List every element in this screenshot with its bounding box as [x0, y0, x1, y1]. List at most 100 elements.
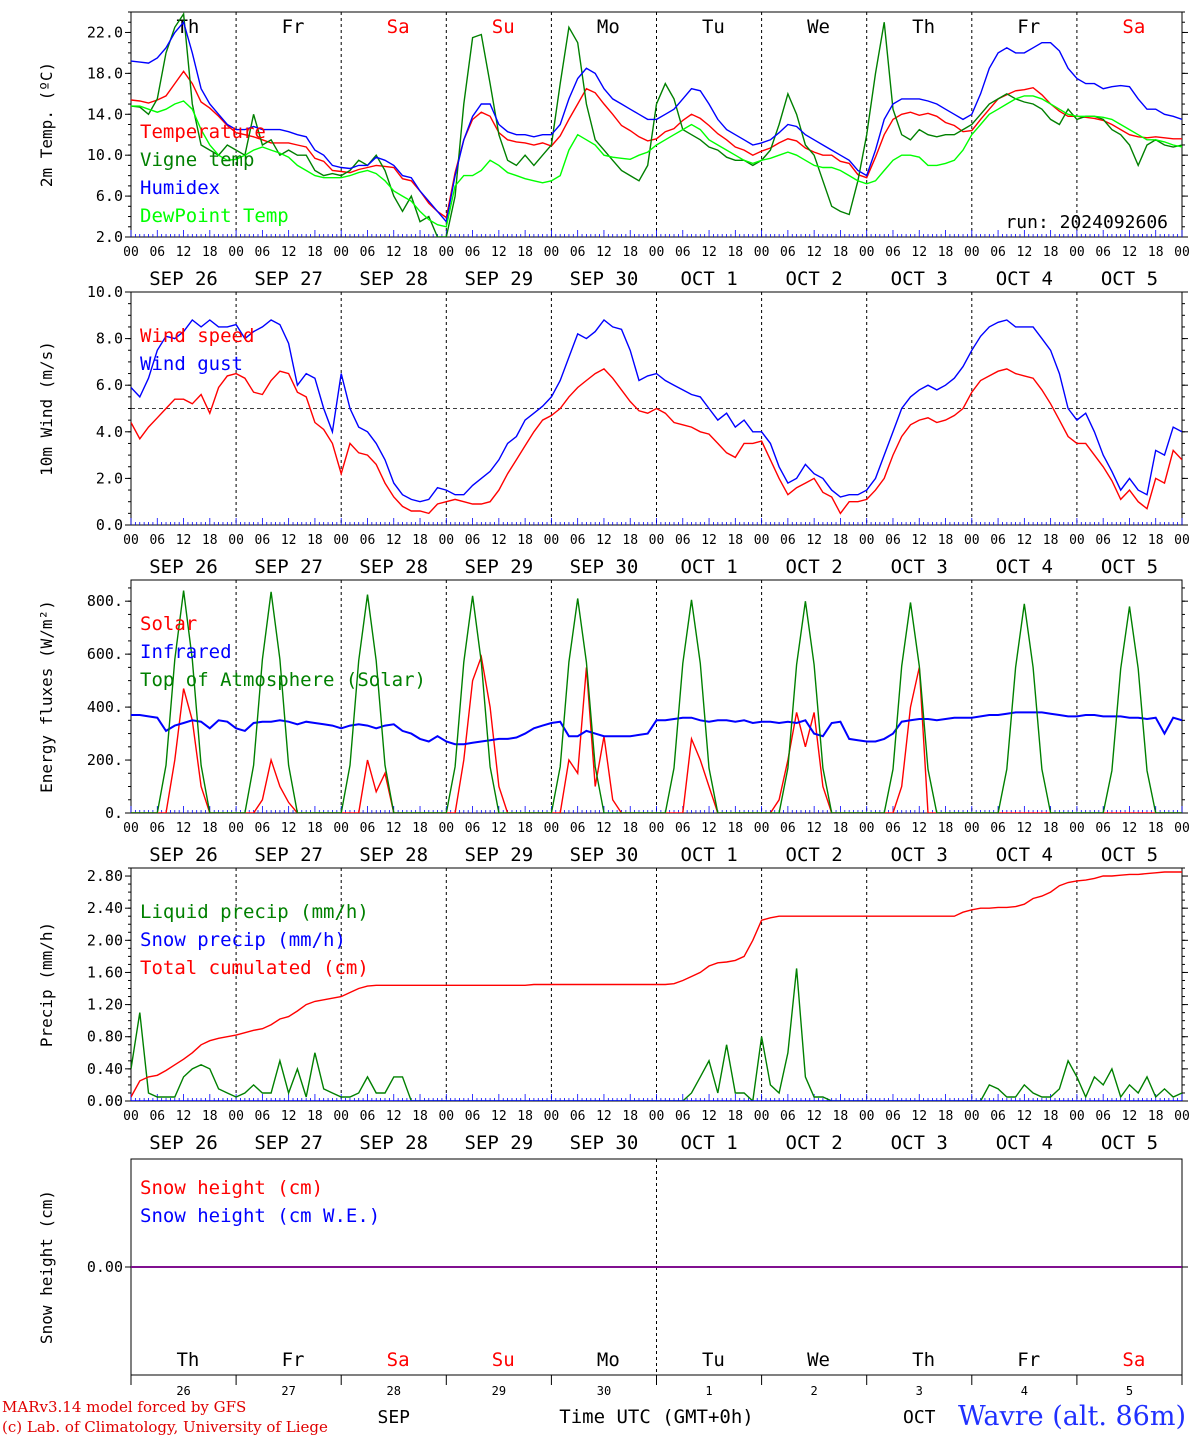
- hour-tick-label: 12: [176, 821, 192, 836]
- hour-tick-label: 12: [386, 821, 402, 836]
- hour-tick-label: 00: [333, 1109, 349, 1124]
- y-axis-label: Precip (mm/h): [37, 922, 56, 1047]
- day-number-label: 26: [176, 1384, 190, 1398]
- hour-tick-label: 12: [911, 1109, 927, 1124]
- day-number-label: 3: [916, 1384, 923, 1398]
- hour-tick-label: 00: [333, 245, 349, 260]
- y-axis-label: Energy fluxes (W/m²): [37, 600, 56, 793]
- y-tick-label: 10.0: [87, 146, 123, 164]
- hour-tick-label: 00: [228, 1109, 244, 1124]
- legend-entry: DewPoint Temp: [140, 205, 289, 227]
- legend-entry: Liquid precip (mm/h): [140, 901, 369, 923]
- weekday-label: Su: [492, 16, 515, 38]
- hour-tick-label: 18: [1043, 821, 1059, 836]
- y-tick-label: 6.0: [96, 376, 123, 394]
- weekday-label: Th: [912, 16, 935, 38]
- hour-tick-label: 00: [754, 245, 770, 260]
- hour-tick-label: 18: [202, 245, 218, 260]
- weekday-label: Sa: [1122, 1349, 1145, 1371]
- hour-tick-label: 00: [438, 821, 454, 836]
- hour-tick-label: 18: [412, 533, 428, 548]
- hour-tick-label: 18: [833, 1109, 849, 1124]
- hour-tick-label: 12: [281, 533, 297, 548]
- weekday-label: We: [807, 1349, 830, 1371]
- date-label: OCT 4: [996, 844, 1053, 866]
- hour-tick-label: 12: [701, 821, 717, 836]
- hour-tick-label: 00: [1174, 245, 1190, 260]
- weekday-label: Tu: [702, 16, 725, 38]
- hour-tick-label: 12: [701, 533, 717, 548]
- hour-tick-label: 06: [465, 1109, 481, 1124]
- series-line: [131, 70, 1182, 219]
- hour-tick-label: 06: [149, 245, 165, 260]
- hour-tick-label: 00: [438, 245, 454, 260]
- date-label: SEP 28: [359, 844, 428, 866]
- hour-tick-label: 00: [1069, 533, 1085, 548]
- y-tick-label: 2.80: [87, 867, 123, 885]
- y-tick-label: 2.0: [96, 228, 123, 246]
- hour-tick-label: 00: [649, 1109, 665, 1124]
- hour-tick-label: 06: [255, 245, 271, 260]
- hour-tick-label: 00: [544, 245, 560, 260]
- hour-tick-label: 00: [438, 533, 454, 548]
- day-number-label: 4: [1021, 1384, 1028, 1398]
- hour-tick-label: 12: [806, 245, 822, 260]
- day-number-label: 2: [811, 1384, 818, 1398]
- hour-tick-label: 06: [570, 245, 586, 260]
- date-label: SEP 30: [570, 556, 639, 578]
- y-tick-label: 2.00: [87, 931, 123, 949]
- y-tick-label: 0.80: [87, 1028, 123, 1046]
- y-tick-label: 0.0: [96, 516, 123, 534]
- hour-tick-label: 06: [255, 533, 271, 548]
- hour-tick-label: 18: [307, 1109, 323, 1124]
- hour-tick-label: 18: [517, 821, 533, 836]
- y-axis-label: 2m Temp. (ºC): [37, 62, 56, 187]
- hour-tick-label: 18: [202, 1109, 218, 1124]
- hour-tick-label: 06: [149, 533, 165, 548]
- legend-entry: Snow height (cm): [140, 1177, 323, 1199]
- hour-tick-label: 18: [727, 1109, 743, 1124]
- day-number-label: 27: [281, 1384, 295, 1398]
- date-label: SEP 26: [149, 268, 218, 290]
- hour-tick-label: 18: [833, 821, 849, 836]
- date-label: SEP 26: [149, 1132, 218, 1154]
- hour-tick-label: 06: [465, 533, 481, 548]
- hour-tick-label: 00: [544, 533, 560, 548]
- hour-tick-label: 12: [596, 533, 612, 548]
- hour-tick-label: 00: [754, 533, 770, 548]
- hour-tick-label: 00: [859, 533, 875, 548]
- station-name: Wavre (alt. 86m): [958, 1401, 1186, 1432]
- date-label: SEP 27: [254, 556, 323, 578]
- date-label: OCT 2: [786, 844, 843, 866]
- weekday-label: Fr: [282, 16, 305, 38]
- y-tick-label: 600.: [87, 645, 123, 663]
- weekday-label: Mo: [597, 16, 620, 38]
- date-label: SEP 30: [570, 1132, 639, 1154]
- hour-tick-label: 06: [780, 1109, 796, 1124]
- date-label: OCT 5: [1101, 268, 1158, 290]
- hour-tick-label: 00: [964, 1109, 980, 1124]
- weekday-label: We: [807, 16, 830, 38]
- weekday-label: Fr: [1017, 1349, 1040, 1371]
- y-tick-label: 0.00: [87, 1258, 123, 1276]
- hour-tick-label: 18: [938, 821, 954, 836]
- date-label: OCT 4: [996, 1132, 1053, 1154]
- hour-tick-label: 12: [1017, 821, 1033, 836]
- hour-tick-label: 12: [281, 245, 297, 260]
- hour-tick-label: 12: [491, 821, 507, 836]
- y-tick-label: 1.60: [87, 963, 123, 981]
- series-line: [131, 968, 1182, 1101]
- hour-tick-label: 06: [885, 1109, 901, 1124]
- weekday-label: Th: [176, 1349, 199, 1371]
- legend-entry: Wind gust: [140, 353, 243, 375]
- hour-tick-label: 12: [1122, 821, 1138, 836]
- hour-tick-label: 06: [255, 1109, 271, 1124]
- date-label: OCT 1: [680, 268, 737, 290]
- weekday-label: Th: [176, 16, 199, 38]
- series-line: [131, 95, 1182, 228]
- hour-tick-label: 18: [307, 821, 323, 836]
- hour-tick-label: 06: [360, 245, 376, 260]
- hour-tick-label: 12: [1122, 533, 1138, 548]
- date-label: OCT 3: [891, 844, 948, 866]
